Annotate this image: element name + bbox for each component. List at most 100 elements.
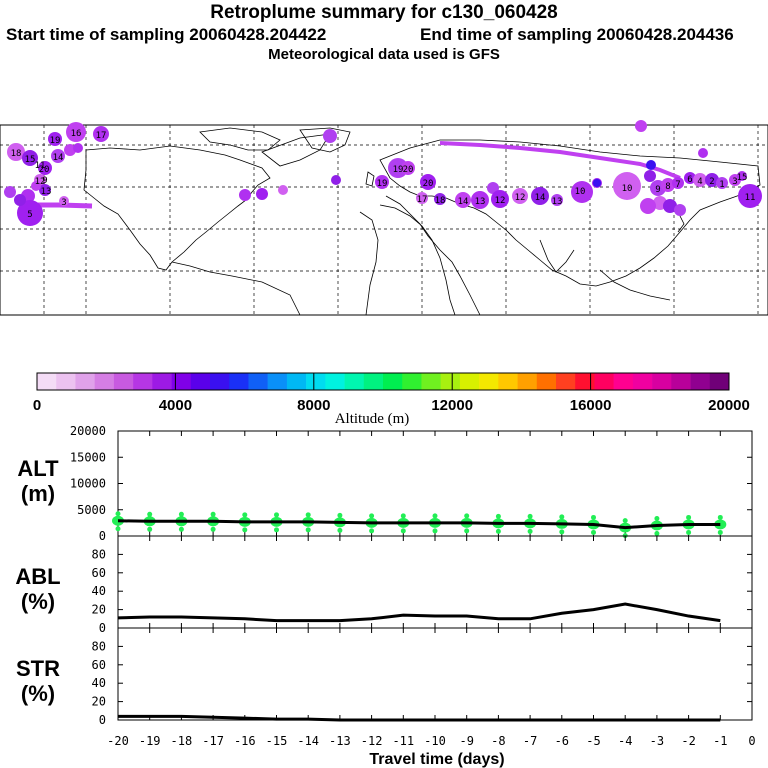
data-marker-spread <box>178 526 184 532</box>
panel-ylabel: STR <box>16 656 60 681</box>
colorbar-tick-label: 12000 <box>431 397 473 414</box>
y-tick-label: 60 <box>92 658 106 672</box>
plume-label: 8 <box>665 182 670 192</box>
data-marker-spread <box>274 527 279 533</box>
plume-circle <box>416 192 428 204</box>
plume-label: 13 <box>552 197 563 207</box>
plume-label: 11 <box>745 193 756 203</box>
data-marker-spread <box>115 511 121 517</box>
data-marker-spread <box>400 528 406 534</box>
plume-label: 2 <box>709 177 714 187</box>
colorbar-cell <box>152 373 172 390</box>
y-tick-label: 0 <box>99 529 106 543</box>
x-tick-label: -1 <box>713 734 727 748</box>
plume-label: 6 <box>687 175 692 185</box>
y-tick-label: 40 <box>92 676 106 690</box>
data-marker-spread <box>432 528 438 534</box>
colorbar-tick-label: 20000 <box>708 397 750 414</box>
plume-label: 19 <box>393 165 404 175</box>
colorbar-tick-label: 0 <box>33 397 41 414</box>
data-marker-spread <box>242 512 248 518</box>
colorbar-cell <box>632 373 653 390</box>
data-marker-spread <box>147 511 153 517</box>
x-tick-label: -7 <box>523 734 537 748</box>
plume-circle <box>4 186 16 198</box>
colorbar-cell <box>325 373 345 390</box>
plume-label: 10 <box>575 187 586 197</box>
data-marker-spread <box>527 513 533 519</box>
series-line <box>117 519 721 530</box>
colorbar-cell <box>402 373 422 390</box>
data-marker-spread <box>559 514 565 520</box>
plume-label: 12 <box>495 196 506 206</box>
plume-label: 15 <box>25 155 36 165</box>
colorbar-cell <box>363 373 384 390</box>
y-tick-label: 15000 <box>70 450 106 464</box>
plume-circle <box>716 177 728 189</box>
data-marker-spread <box>210 526 216 532</box>
plume-circle <box>491 190 509 208</box>
plume-circle <box>17 200 43 226</box>
colorbar-cell <box>133 373 153 390</box>
x-tick-label: -13 <box>329 734 351 748</box>
plume-circle <box>420 174 436 190</box>
plume-circle <box>48 132 62 146</box>
colorbar-cell <box>344 373 365 390</box>
x-tick-label: -20 <box>107 734 129 748</box>
colorbar-cell <box>556 373 576 390</box>
colorbar-cell <box>171 373 192 390</box>
plume-circle <box>644 170 656 182</box>
data-marker-spread <box>210 511 216 517</box>
colorbar-cell <box>479 373 499 390</box>
plume-circle <box>93 126 109 142</box>
y-tick-label: 0 <box>99 713 106 727</box>
plume-circle <box>66 122 86 142</box>
plume-label: 20 <box>423 179 434 189</box>
colorbar-cell <box>306 373 326 390</box>
data-marker-spread <box>654 531 660 536</box>
plume-circle <box>38 161 52 175</box>
plume-label: 12 <box>35 177 46 187</box>
panel-ylabel: ABL <box>15 564 60 589</box>
end-time-label: End time of sampling 20060428.204436 <box>420 25 734 44</box>
plume-circle <box>7 143 25 161</box>
plume-circle <box>14 194 26 206</box>
data-marker-spread <box>369 528 375 534</box>
plume-label: 5 <box>27 210 32 220</box>
plume-circle <box>698 148 708 158</box>
y-tick-label: 40 <box>92 584 106 598</box>
altitude-colorbar: 0 4000 8000 12000 16000 20000 Altitude (m) <box>33 372 750 427</box>
plume-label: 20 <box>403 165 414 175</box>
x-tick-label: -8 <box>491 734 505 748</box>
plume-circle <box>512 188 528 204</box>
plume-circle <box>672 177 684 189</box>
plume-circle <box>323 129 337 143</box>
plume-circle <box>31 181 41 191</box>
plume-circle <box>73 143 83 153</box>
plume-circle <box>613 172 641 200</box>
plume-circle <box>51 149 65 163</box>
plume-label: 11 <box>35 161 46 171</box>
plume-label: 20 <box>39 165 50 175</box>
colorbar-ticks: 0 4000 8000 12000 16000 20000 <box>33 373 750 414</box>
plume-label: 9 <box>42 176 47 186</box>
plume-circle <box>455 192 471 208</box>
data-marker-spread <box>717 529 723 535</box>
map-frame <box>0 124 768 316</box>
data-marker-spread <box>717 514 723 520</box>
x-tick-label: -3 <box>650 734 664 748</box>
series-line <box>117 602 721 623</box>
colorbar-cell <box>652 373 672 390</box>
plume-label: 19 <box>50 136 61 146</box>
x-tick-label: -18 <box>171 734 193 748</box>
time-series-panels: ALT(m)20000150001000050000ABL(%)80604020… <box>15 424 753 727</box>
plume-circle <box>401 161 415 175</box>
colorbar-cell <box>210 373 230 390</box>
data-marker-spread <box>527 528 533 534</box>
chart-title: Retroplume summary for c130_060428 <box>210 2 558 23</box>
colorbar-cell <box>75 373 95 390</box>
plume-circle <box>684 172 696 184</box>
plume-circle <box>256 188 268 200</box>
data-marker-spread <box>400 513 406 519</box>
